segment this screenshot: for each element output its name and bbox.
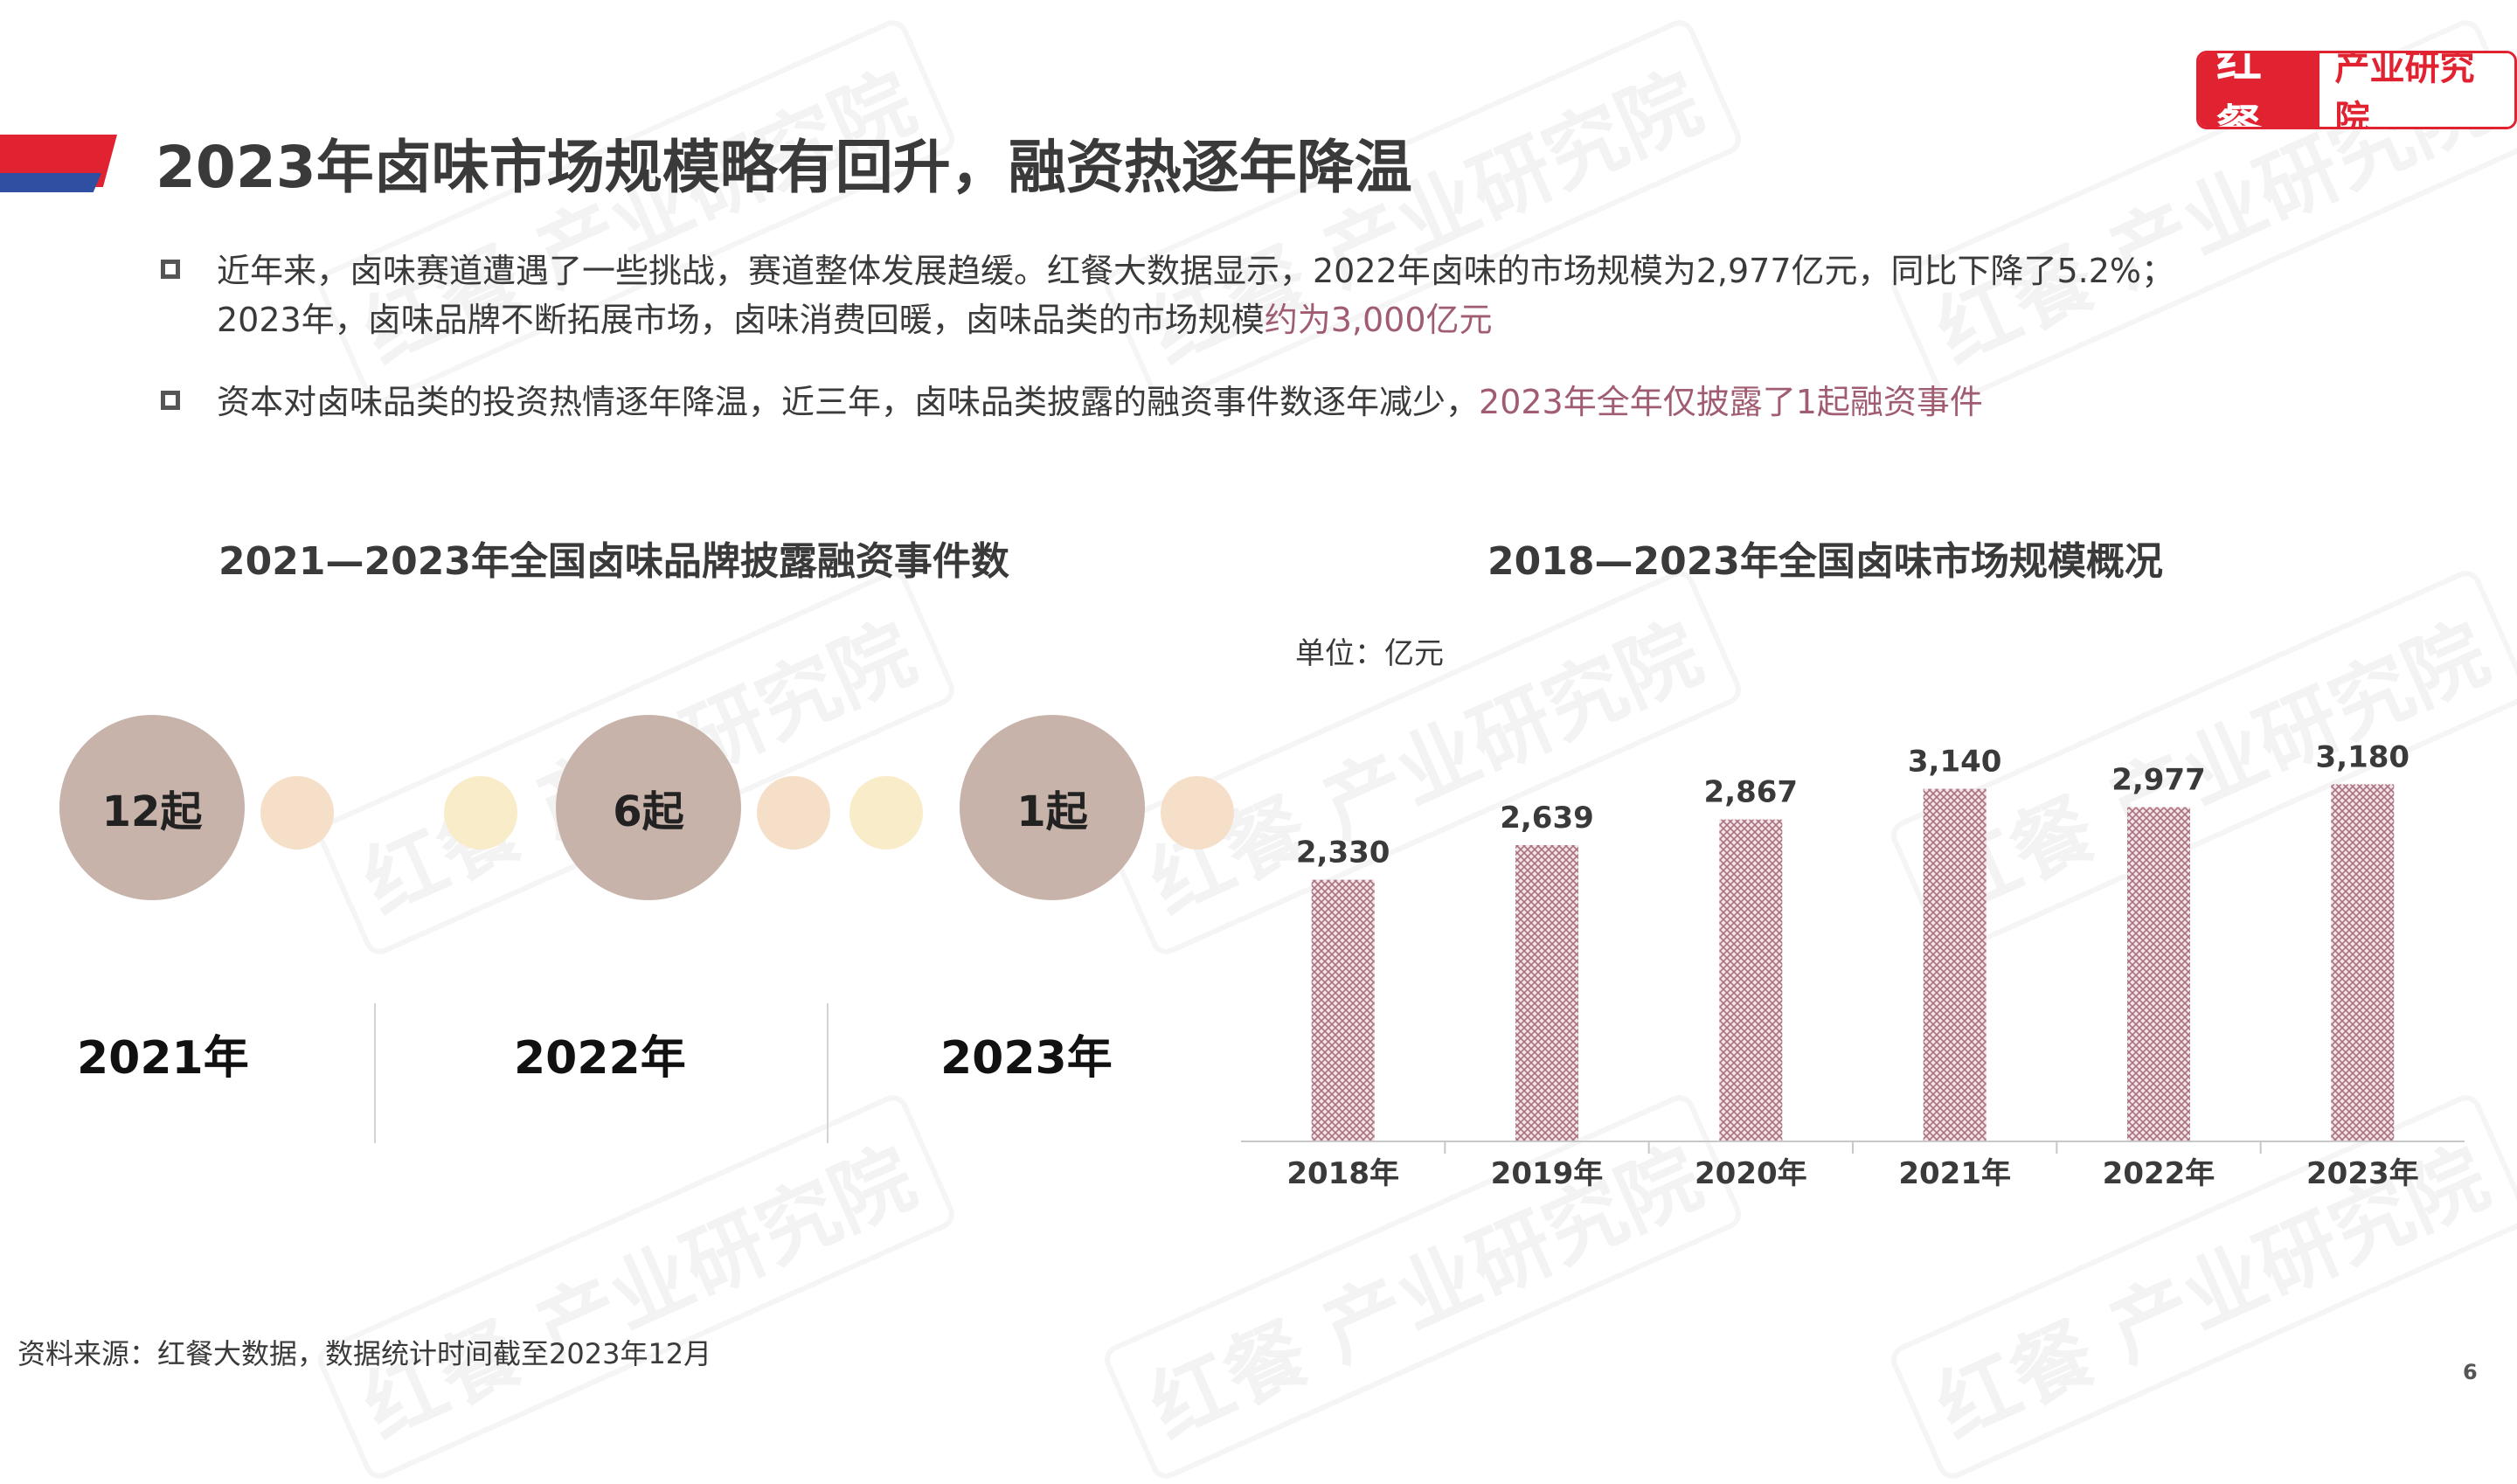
funding-count: 1起 <box>1016 787 1088 836</box>
right-section-title: 2018—2023年全国卤味市场规模概况 <box>1487 539 2163 584</box>
bar-2021年 <box>1923 788 1987 1141</box>
bullet-2-highlight: 2023年全年仅披露了1起融资事件 <box>1479 383 1983 421</box>
bar-2020年 <box>1719 819 1783 1141</box>
bar-value-label: 2,639 <box>1500 801 1594 836</box>
x-tick-label: 2021年 <box>1898 1156 2011 1191</box>
source-footnote: 资料来源：红餐大数据，数据统计时间截至2023年12月 <box>17 1337 712 1370</box>
bar-value-label: 2,867 <box>1704 775 1799 810</box>
bullet-1-line-2: 2023年，卤味品牌不断拓展市场，卤味消费回暖，卤味品类的市场规模约为3,000… <box>217 295 1493 344</box>
brand-logo: 红餐 产业研究院 <box>2196 51 2517 129</box>
decorative-dot <box>1161 776 1234 849</box>
logo-text: 产业研究院 <box>2319 53 2514 127</box>
bullet-1-highlight: 约为3,000亿元 <box>1264 301 1493 339</box>
bullet-1-plain: 2023年，卤味品牌不断拓展市场，卤味消费回暖，卤味品类的市场规模 <box>217 301 1265 339</box>
year-label-2022: 2022年 <box>514 1032 686 1085</box>
x-tick-label: 2022年 <box>2103 1156 2215 1191</box>
x-tick-label: 2019年 <box>1491 1156 1604 1191</box>
watermark: 红餐 产业研究院 <box>1099 15 1746 409</box>
decorative-dot <box>849 776 923 849</box>
bullet-square-icon <box>161 260 180 279</box>
x-tick-label: 2018年 <box>1286 1156 1399 1191</box>
page-title: 2023年卤味市场规模略有回升，融资热逐年降温 <box>156 134 1412 201</box>
divider <box>827 1003 829 1143</box>
left-section-title: 2021—2023年全国卤味品牌披露融资事件数 <box>218 539 1009 584</box>
bar-value-label: 3,180 <box>2316 739 2410 774</box>
year-label-2021: 2021年 <box>77 1032 249 1085</box>
market-size-bar-chart: 2,330 2,639 2,867 3,140 2,977 3,180 2018年 2019… <box>1241 739 2465 1191</box>
funding-circle-2022: 6起 <box>556 715 741 900</box>
divider <box>374 1003 376 1143</box>
page-number: 6 <box>2463 1360 2478 1384</box>
logo-mark: 红餐 <box>2199 53 2319 127</box>
header-accent-blue <box>0 173 101 192</box>
decorative-dot <box>444 776 517 849</box>
bar-2022年 <box>2127 807 2190 1141</box>
bar-value-label: 2,977 <box>2111 763 2206 798</box>
watermark: 红餐 产业研究院 <box>313 15 960 409</box>
funding-circle-2021: 12起 <box>59 715 245 900</box>
bullet-square-icon <box>161 391 180 410</box>
bullet-2-plain: 资本对卤味品类的投资热情逐年降温，近三年，卤味品类披露的融资事件数逐年减少， <box>217 383 1480 421</box>
funding-count: 6起 <box>613 787 684 836</box>
bar-value-label: 2,330 <box>1296 836 1390 870</box>
funding-count: 12起 <box>101 787 203 836</box>
funding-circle-2023: 1起 <box>960 715 1145 900</box>
bar-2019年 <box>1515 844 1578 1141</box>
chart-unit-label: 单位：亿元 <box>1295 636 1444 671</box>
x-tick-label: 2023年 <box>2306 1156 2419 1191</box>
bullet-2-line-1: 资本对卤味品类的投资热情逐年降温，近三年，卤味品类披露的融资事件数逐年减少，20… <box>217 378 1983 426</box>
decorative-dot <box>260 776 334 849</box>
bar-2018年 <box>1311 879 1375 1141</box>
bar-2023年 <box>2331 784 2395 1141</box>
watermark: 红餐 产业研究院 <box>313 1090 960 1484</box>
decorative-dot <box>757 776 830 849</box>
x-tick-label: 2020年 <box>1695 1156 1807 1191</box>
bar-value-label: 3,140 <box>1908 745 2002 780</box>
year-label-2023: 2023年 <box>940 1032 1113 1085</box>
bullet-1-line-1: 近年来，卤味赛道遭遇了一些挑战，赛道整体发展趋缓。红餐大数据显示，2022年卤味… <box>217 252 2175 290</box>
